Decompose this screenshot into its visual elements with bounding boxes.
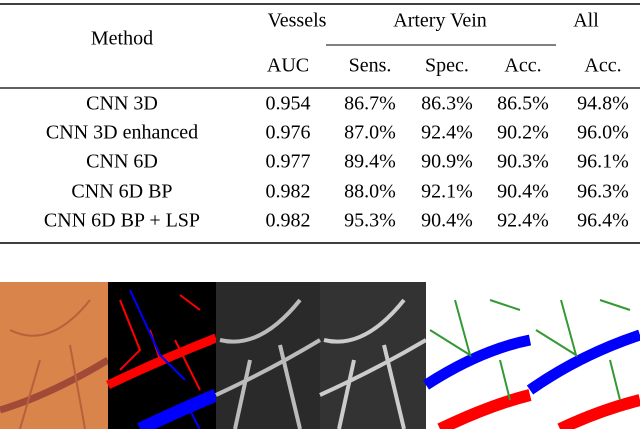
header-artery-vein: Artery Vein [393, 10, 487, 32]
image-strip [0, 282, 640, 429]
method-name: CNN 6D [86, 151, 158, 173]
column-header: AUC [267, 55, 309, 77]
cell-value: 92.1% [421, 181, 473, 203]
cell-value: 96.3% [577, 181, 629, 203]
method-name: CNN 3D [86, 93, 158, 115]
cell-value: 90.9% [421, 151, 473, 173]
column-header: Spec. [425, 55, 469, 77]
gray-image [216, 282, 320, 429]
cell-value: 0.982 [266, 181, 311, 203]
method-name: CNN 6D BP + LSP [44, 210, 200, 232]
vessel [106, 333, 218, 390]
cell-value: 0.954 [266, 93, 311, 115]
vessel [423, 329, 640, 395]
cell-value: 96.0% [577, 122, 629, 144]
cell-value: 94.8% [577, 93, 629, 115]
cell-value: 0.977 [266, 151, 311, 173]
vessel [9, 299, 91, 429]
cell-value: 89.4% [344, 151, 396, 173]
gray-image [320, 282, 426, 429]
cell-value: 90.4% [421, 210, 473, 232]
cell-value: 95.3% [344, 210, 396, 232]
vessel [319, 298, 428, 429]
cell-value: 90.2% [497, 122, 549, 144]
cell-value: 90.3% [497, 151, 549, 173]
cell-value: 92.4% [421, 122, 473, 144]
cell-value: 86.5% [497, 93, 549, 115]
column-header: Acc. [504, 55, 541, 77]
header-all: All [573, 10, 599, 32]
header-method: Method [91, 28, 153, 50]
cell-value: 88.0% [344, 181, 396, 203]
column-header: Sens. [349, 55, 392, 77]
cell-value: 0.982 [266, 210, 311, 232]
vessel [119, 294, 201, 391]
cell-value: 92.4% [497, 210, 549, 232]
cell-value: 0.976 [266, 122, 311, 144]
vessel [429, 299, 631, 401]
vessel [0, 357, 110, 414]
cell-value: 96.1% [577, 151, 629, 173]
vessel [215, 298, 322, 429]
method-name: CNN 3D enhanced [46, 122, 198, 144]
vessel [129, 289, 201, 429]
cell-value: 86.3% [421, 93, 473, 115]
cell-value: 86.7% [344, 93, 396, 115]
vessel [437, 389, 640, 429]
cell-value: 87.0% [344, 122, 396, 144]
header-vessels: Vessels [268, 10, 327, 32]
method-name: CNN 6D BP [71, 181, 172, 203]
cell-value: 96.4% [577, 210, 629, 232]
cell-value: 90.4% [497, 181, 549, 203]
column-header: Acc. [584, 55, 621, 77]
vessel [137, 389, 219, 429]
